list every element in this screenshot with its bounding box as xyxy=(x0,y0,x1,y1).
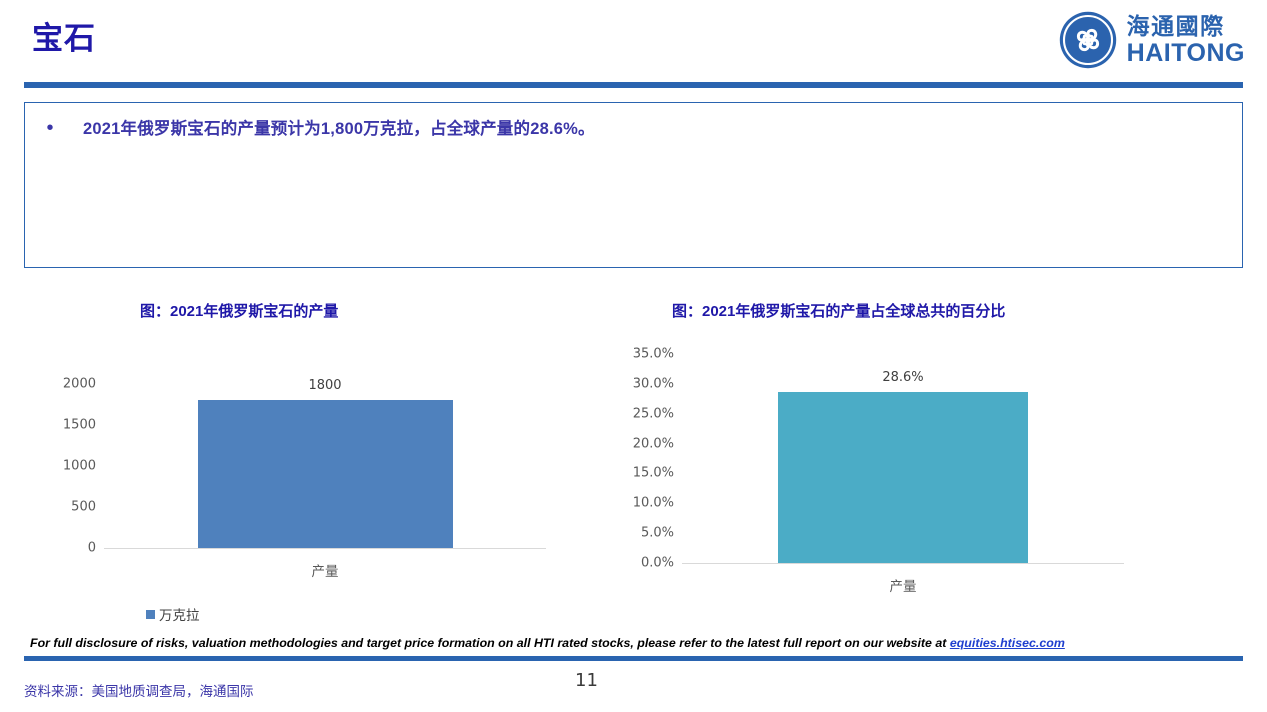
disclosure-link[interactable]: equities.htisec.com xyxy=(949,636,1065,650)
bullet-marker-icon: • xyxy=(46,117,54,139)
disclosure-prefix: For full disclosure of risks, valuation … xyxy=(30,636,950,650)
legend-label: 万克拉 xyxy=(159,608,200,623)
y-axis-tick: 30.0% xyxy=(632,376,674,392)
haitong-swirl-emblem-icon xyxy=(1058,10,1118,70)
bar-产量[interactable] xyxy=(778,392,1028,563)
bar-data-label: 1800 xyxy=(308,378,342,394)
bullet-text: 2021年俄罗斯宝石的产量预计为1,800万克拉，占全球产量的28.6%。 xyxy=(83,120,595,138)
x-axis-category-label: 产量 xyxy=(889,579,917,594)
footer-divider xyxy=(24,656,1243,661)
x-axis-line xyxy=(104,548,546,549)
bullet-item: • 2021年俄罗斯宝石的产量预计为1,800万克拉，占全球产量的28.6%。 xyxy=(25,103,1242,141)
y-axis-tick: 35.0% xyxy=(632,346,674,362)
logo-text-cn: 海通國際 xyxy=(1126,12,1225,39)
y-axis-tick: 500 xyxy=(71,499,96,515)
x-axis-line xyxy=(682,563,1124,564)
x-axis-category-label: 产量 xyxy=(311,564,339,579)
y-axis-tick: 10.0% xyxy=(632,495,674,511)
haitong-logo: 海通國際 HAITONG xyxy=(1058,10,1245,70)
y-axis-tick: 20.0% xyxy=(632,436,674,452)
y-axis-tick: 2000 xyxy=(62,376,96,392)
header-divider xyxy=(24,82,1243,88)
chart-global-share: 0.0% 5.0% 10.0% 15.0% 20.0% 25.0% 30.0% 35.0% 28… xyxy=(600,338,1170,628)
page-title: 宝石 xyxy=(32,21,96,56)
chart-title-production: 图：2021年俄罗斯宝石的产量 xyxy=(140,303,339,320)
source-note: 资料来源：美国地质调查局，海通国际 xyxy=(24,684,254,699)
y-axis-tick: 1000 xyxy=(62,458,96,474)
y-axis-tick: 0 xyxy=(87,540,96,556)
y-axis-tick: 25.0% xyxy=(632,406,674,422)
logo-text-en: HAITONG xyxy=(1126,38,1245,67)
chart-title-share: 图：2021年俄罗斯宝石的产量占全球总共的百分比 xyxy=(672,303,1006,320)
y-axis-tick: 5.0% xyxy=(640,525,674,541)
highlight-box: • 2021年俄罗斯宝石的产量预计为1,800万克拉，占全球产量的28.6%。 xyxy=(24,102,1243,268)
page-number: 11 xyxy=(575,670,598,691)
plot-area-production: 0 500 1000 1500 2000 1800 产量万克拉 xyxy=(63,377,546,623)
chart-production: 0 500 1000 1500 2000 1800 产量万克拉 xyxy=(24,338,594,628)
chart-legend: 万克拉 xyxy=(146,604,200,624)
disclosure-text: For full disclosure of risks, valuation … xyxy=(30,636,1237,650)
legend-swatch-icon xyxy=(146,609,155,619)
y-axis-tick: 1500 xyxy=(62,417,96,433)
y-axis-tick: 0.0% xyxy=(640,555,674,571)
y-axis-tick: 15.0% xyxy=(632,465,674,481)
bar-data-label: 28.6% xyxy=(882,370,924,386)
plot-area-global-share: 0.0% 5.0% 10.0% 15.0% 20.0% 25.0% 30.0% 35.0% 28… xyxy=(633,347,1124,594)
bar-产量[interactable] xyxy=(197,400,453,548)
